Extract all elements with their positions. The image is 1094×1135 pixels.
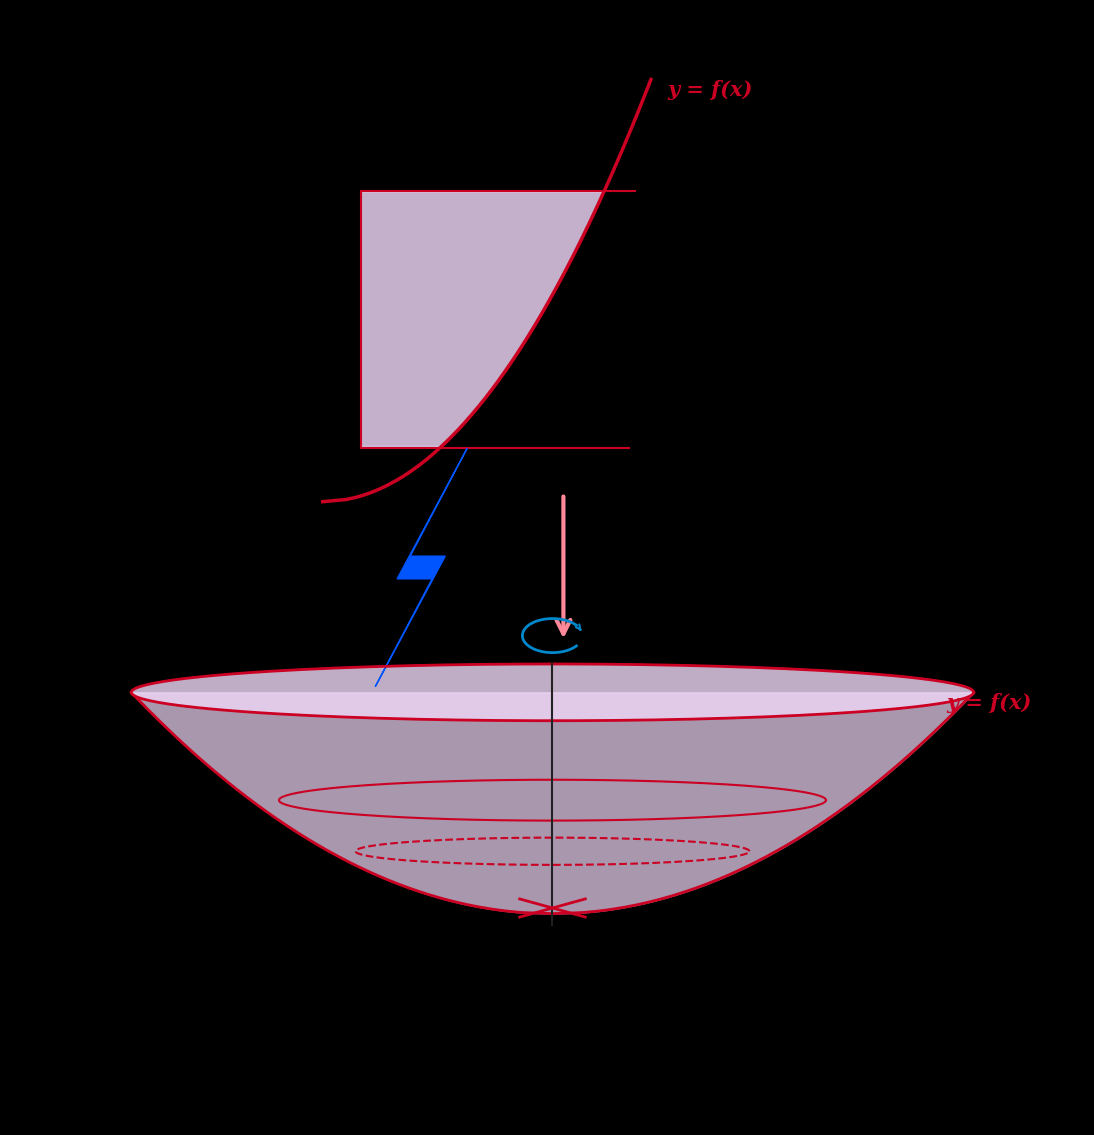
Polygon shape [375, 448, 467, 687]
Polygon shape [131, 664, 974, 721]
Text: y = f(x): y = f(x) [946, 693, 1032, 714]
Polygon shape [361, 192, 604, 446]
Text: y = f(x): y = f(x) [667, 81, 753, 101]
